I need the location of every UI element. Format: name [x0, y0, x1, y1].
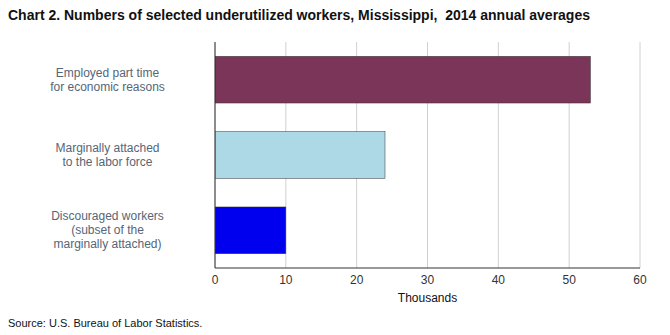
grid-line: [640, 42, 641, 268]
title: Chart 2. Numbers of selected underutiliz…: [8, 7, 590, 23]
chart: Chart 2. Numbers of selected underutiliz…: [0, 0, 670, 335]
x-axis-label: Thousands: [398, 291, 457, 305]
chart-container: Chart 2. Numbers of selected underutiliz…: [0, 0, 670, 335]
x-axis-line: [215, 268, 640, 269]
tick-label: 40: [492, 273, 506, 287]
category-label: Discouraged workers(subset of themargina…: [51, 209, 164, 251]
y-axis-line: [215, 42, 216, 268]
tick-label: 0: [212, 273, 219, 287]
grid: [215, 42, 640, 268]
tick-label: 10: [279, 273, 293, 287]
category-label: Employed part timefor economic reasons: [50, 66, 165, 94]
category-label: Marginally attachedto the labor force: [55, 141, 159, 169]
bar: [215, 207, 286, 254]
bar: [215, 56, 590, 103]
tick-label: 50: [562, 273, 576, 287]
tick-label: 60: [633, 273, 647, 287]
bars: [215, 56, 590, 253]
bar: [215, 132, 385, 179]
tick-label: 20: [350, 273, 364, 287]
tick-label: 30: [421, 273, 435, 287]
grid-line: [215, 42, 216, 268]
source-note: Source: U.S. Bureau of Labor Statistics.: [8, 317, 202, 329]
